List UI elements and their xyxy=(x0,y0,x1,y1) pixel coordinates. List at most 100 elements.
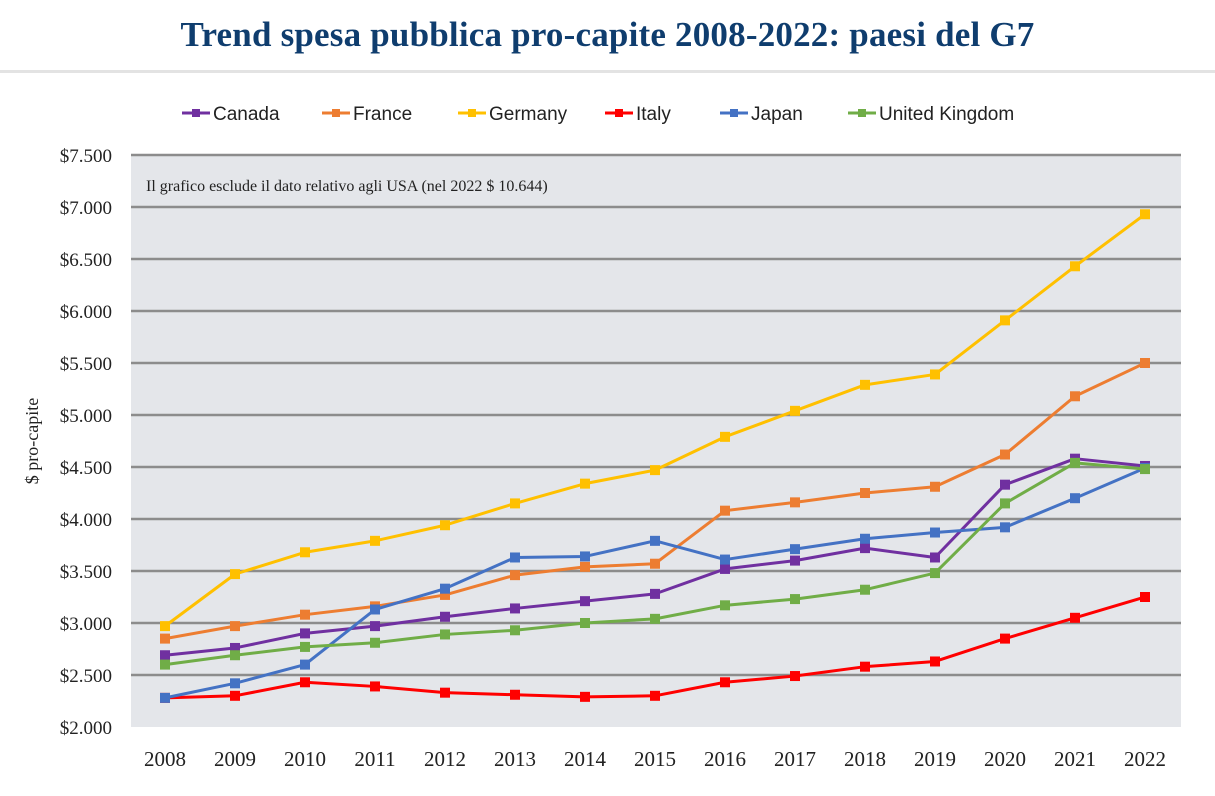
x-tick-label: 2008 xyxy=(144,747,186,771)
x-tick-label: 2020 xyxy=(984,747,1026,771)
y-tick-label: $4.500 xyxy=(60,458,112,479)
data-point xyxy=(160,621,170,632)
legend-item-italy: Italy xyxy=(605,104,671,125)
data-point xyxy=(930,552,940,563)
data-point xyxy=(370,604,380,615)
legend-swatch-marker xyxy=(730,109,738,117)
data-point xyxy=(160,692,170,703)
data-point xyxy=(370,621,380,632)
data-point xyxy=(440,687,450,698)
y-axis-ticks: $2.000 $2.500 $3.000 $3.500 $4.000 $4.500 $5.0… xyxy=(60,146,112,739)
series-group xyxy=(160,209,1150,703)
legend-item-canada: Canada xyxy=(182,104,280,125)
data-point xyxy=(790,671,800,682)
data-point xyxy=(510,603,520,614)
data-point xyxy=(230,621,240,632)
data-point xyxy=(720,600,730,611)
x-tick-label: 2014 xyxy=(564,747,607,771)
data-point xyxy=(510,498,520,509)
legend: Canada France Germany Italy Japan United King… xyxy=(182,104,1014,125)
data-point xyxy=(440,611,450,622)
x-tick-label: 2011 xyxy=(354,747,395,771)
y-tick-label: $2.500 xyxy=(60,666,112,687)
data-point xyxy=(510,689,520,700)
legend-label: Japan xyxy=(751,104,803,125)
data-point xyxy=(1140,464,1150,475)
data-point xyxy=(580,691,590,702)
data-point xyxy=(580,561,590,572)
y-tick-label: $2.000 xyxy=(60,718,112,739)
legend-swatch-marker xyxy=(858,109,866,117)
data-point xyxy=(1000,449,1010,460)
title-bar: Trend spesa pubblica pro-capite 2008-202… xyxy=(0,0,1215,73)
data-point xyxy=(790,405,800,416)
chart-annotation: Il grafico esclude il dato relativo agli… xyxy=(146,178,548,195)
data-point xyxy=(580,596,590,607)
x-axis-ticks: 2008 2009 2010 2011 2012 2013 2014 2015 2016 2017… xyxy=(144,747,1166,771)
x-tick-label: 2022 xyxy=(1124,747,1166,771)
data-point xyxy=(650,588,660,599)
data-point xyxy=(370,681,380,692)
data-point xyxy=(860,584,870,595)
legend-item-france: France xyxy=(322,104,412,125)
legend-item-germany: Germany xyxy=(458,104,568,125)
data-point xyxy=(1070,391,1080,402)
y-tick-label: $5.000 xyxy=(60,406,112,427)
x-tick-label: 2010 xyxy=(284,747,326,771)
legend-label: Germany xyxy=(489,104,568,125)
x-tick-label: 2009 xyxy=(214,747,256,771)
data-point xyxy=(440,583,450,594)
data-point xyxy=(720,677,730,688)
data-point xyxy=(510,625,520,636)
x-tick-label: 2017 xyxy=(774,747,816,771)
legend-swatch-marker xyxy=(332,109,340,117)
data-point xyxy=(720,431,730,442)
data-point xyxy=(510,552,520,563)
data-point xyxy=(230,569,240,580)
data-point xyxy=(300,677,310,688)
data-point xyxy=(510,570,520,581)
data-point xyxy=(1140,209,1150,220)
data-point xyxy=(160,633,170,644)
x-tick-label: 2013 xyxy=(494,747,536,771)
data-point xyxy=(790,497,800,508)
x-tick-label: 2016 xyxy=(704,747,746,771)
data-point xyxy=(930,369,940,380)
chart-title: Trend spesa pubblica pro-capite 2008-202… xyxy=(180,15,1035,54)
data-point xyxy=(650,465,660,476)
x-tick-label: 2021 xyxy=(1054,747,1096,771)
y-tick-label: $6.500 xyxy=(60,250,112,271)
data-point xyxy=(790,544,800,555)
data-point xyxy=(860,488,870,498)
data-point xyxy=(860,533,870,544)
data-point xyxy=(650,690,660,701)
data-point xyxy=(930,656,940,667)
data-point xyxy=(930,481,940,492)
legend-label: France xyxy=(353,104,412,125)
data-point xyxy=(300,609,310,620)
data-point xyxy=(370,535,380,546)
data-point xyxy=(1000,479,1010,490)
x-tick-label: 2012 xyxy=(424,747,466,771)
data-point xyxy=(440,629,450,640)
legend-label: Canada xyxy=(213,104,280,125)
legend-label: Italy xyxy=(636,104,671,125)
data-point xyxy=(230,690,240,701)
y-tick-label: $4.000 xyxy=(60,510,112,531)
data-point xyxy=(650,613,660,624)
data-point xyxy=(160,650,170,661)
data-point xyxy=(720,563,730,574)
x-tick-label: 2015 xyxy=(634,747,676,771)
data-point xyxy=(790,594,800,605)
legend-swatch-marker xyxy=(468,109,476,117)
y-tick-label: $7.000 xyxy=(60,198,112,219)
data-point xyxy=(1140,592,1150,602)
series-united-kingdom xyxy=(160,457,1150,670)
data-point xyxy=(1000,633,1010,644)
data-point xyxy=(1070,261,1080,272)
data-point xyxy=(1070,612,1080,623)
data-point xyxy=(650,535,660,546)
data-point xyxy=(230,642,240,653)
data-point xyxy=(300,641,310,652)
data-point xyxy=(160,659,170,670)
